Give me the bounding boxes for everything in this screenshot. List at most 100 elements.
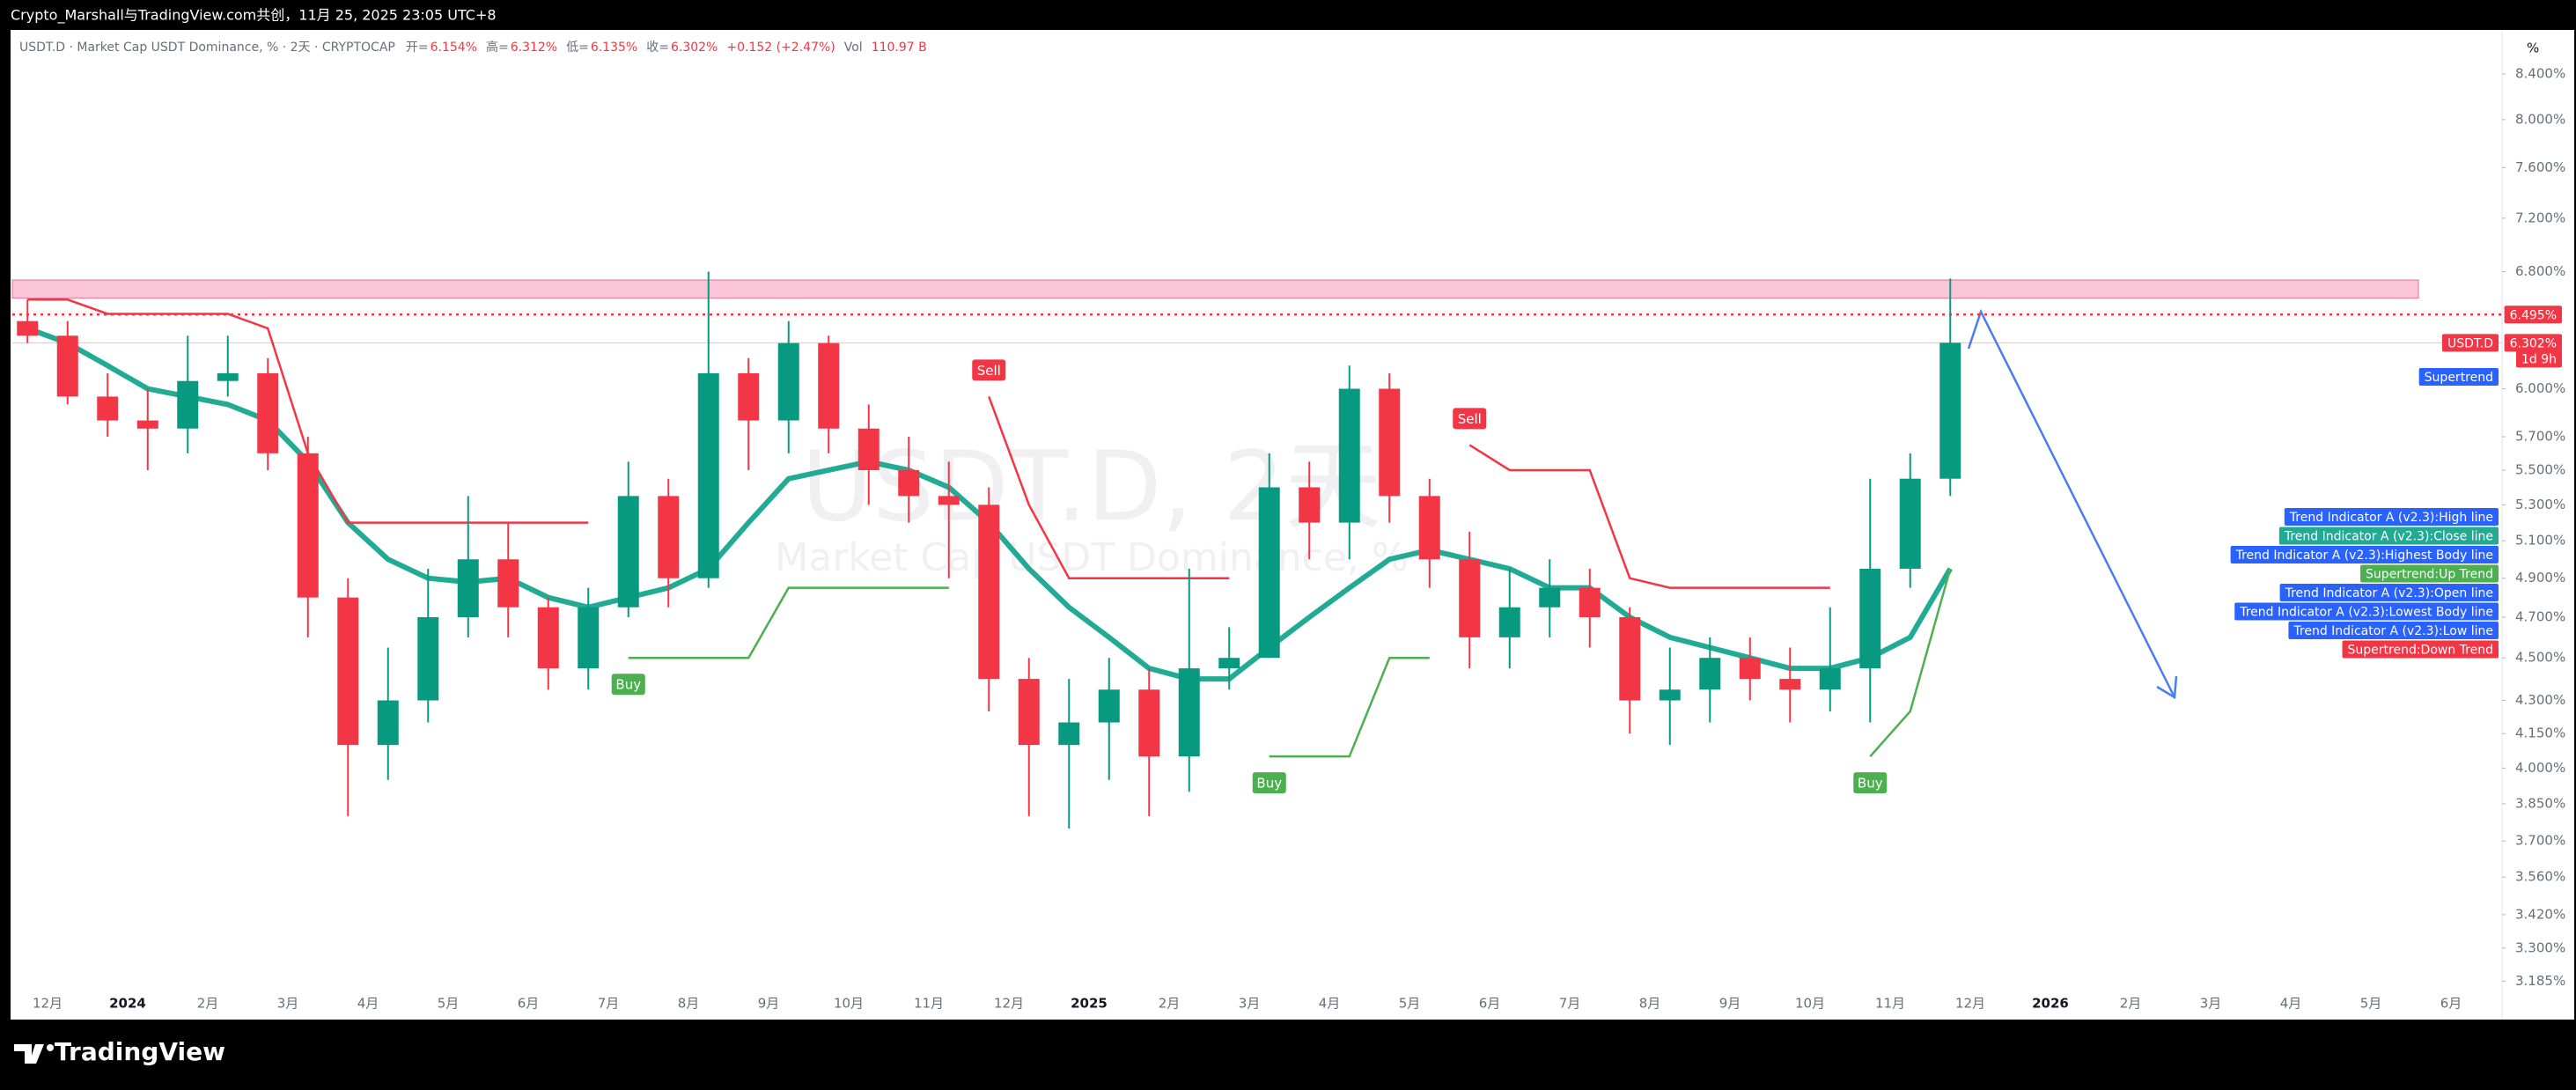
x-tick-label: 10月: [834, 996, 864, 1012]
candle-body: [1178, 668, 1200, 757]
candle-body: [1058, 722, 1080, 746]
logo: [14, 1044, 54, 1064]
candle-body: [1739, 658, 1761, 680]
signal-label: Sell: [1458, 411, 1482, 427]
ohlc-item: Vol: [844, 41, 863, 55]
candle-body: [1338, 388, 1360, 523]
y-tick-label: 8.000%: [2515, 111, 2565, 127]
ohlc-item: 110.97 B: [872, 41, 927, 55]
ohlc-item: +0.152 (+2.47%): [726, 41, 835, 55]
series-line: [628, 568, 1952, 758]
candle-body: [56, 335, 78, 397]
y-tick-label: 4.700%: [2515, 609, 2565, 625]
symbol-tag: USDT.D: [2447, 336, 2493, 350]
legend-entry-bg: [2284, 508, 2499, 526]
ohlc-item: 收=: [646, 41, 669, 55]
legend-entry-bg: [2234, 602, 2499, 621]
axis-unit: %: [2527, 41, 2539, 56]
signal-label: Buy: [1858, 776, 1883, 792]
legend-entry: Trend Indicator A (v2.3):High line: [2289, 511, 2493, 525]
legend-entry: Trend Indicator A (v2.3):Open line: [2285, 586, 2493, 600]
candle-body: [978, 504, 1000, 680]
resistance-zone: [11, 279, 2419, 299]
legend-entry-bg: [2288, 622, 2499, 639]
last-price-tag: 6.302%: [2510, 336, 2557, 350]
caption: Crypto_Marshall与TradingView.com共创，11月 25…: [11, 7, 497, 25]
ohlc-item: 6.302%: [671, 41, 718, 55]
candle-body: [377, 700, 399, 746]
candle-body: [1218, 658, 1240, 669]
x-tick-label: 11月: [914, 996, 944, 1012]
y-tick-label: 3.420%: [2515, 906, 2565, 922]
candle-body: [457, 559, 479, 618]
resistance-tag: 6.495%: [2510, 308, 2557, 322]
candle-body: [578, 607, 600, 669]
x-tick-label: 2025: [1071, 996, 1108, 1012]
projection-arrow: [1967, 308, 2178, 700]
candle-body: [1539, 587, 1561, 608]
ohlc-item: 开=: [406, 41, 429, 55]
x-tick-label: 6月: [1479, 996, 1501, 1012]
x-tick-label: 4月: [2280, 996, 2302, 1012]
symbol-line: USDT.D · Market Cap USDT Dominance, % · …: [19, 41, 395, 55]
candle-body: [1699, 658, 1721, 690]
x-tick-label: 5月: [2360, 996, 2382, 1012]
candle-body: [1859, 568, 1881, 669]
candle-body: [617, 496, 639, 608]
resistance-tag-bg: [2504, 306, 2562, 324]
signal-badge: [611, 674, 645, 696]
candle-body: [697, 372, 719, 578]
supertrend-tag-bg: [2418, 368, 2499, 386]
candle-body: [417, 617, 439, 701]
candle-body: [17, 320, 39, 336]
x-tick-label: 3月: [277, 996, 299, 1012]
legend-entry: Trend Indicator A (v2.3):Highest Body li…: [2235, 549, 2493, 563]
x-tick-label: 9月: [758, 996, 780, 1012]
legend-entry-bg: [2278, 527, 2499, 545]
countdown-tag-bg: [2515, 350, 2562, 368]
x-tick-label: 12月: [994, 996, 1024, 1012]
x-tick-label: 7月: [598, 996, 620, 1012]
signal-label: Buy: [1256, 776, 1282, 792]
candle-body: [497, 559, 519, 608]
candle-body: [136, 420, 158, 429]
candle-body: [658, 496, 680, 578]
candle-body: [738, 372, 760, 421]
y-tick-label: 3.185%: [2515, 973, 2565, 989]
x-tick-label: 7月: [1559, 996, 1581, 1012]
candle-body: [1098, 689, 1120, 723]
legend-entry-bg: [2230, 546, 2499, 563]
candle-body: [1899, 478, 1921, 569]
x-tick-label: 3月: [2200, 996, 2222, 1012]
y-tick-label: 4.300%: [2515, 692, 2565, 708]
signal-badge: [1853, 772, 1888, 794]
legend-entry-bg: [2279, 584, 2499, 601]
x-tick-label: 2024: [109, 996, 146, 1012]
x-tick-label: 2月: [2120, 996, 2142, 1012]
y-tick-label: 5.100%: [2515, 533, 2565, 549]
symbol-tag-bg: [2441, 334, 2499, 352]
candle-body: [938, 496, 960, 505]
x-tick-label: 6月: [518, 996, 540, 1012]
x-tick-label: 5月: [1399, 996, 1421, 1012]
candle-body: [1498, 607, 1520, 637]
watermark: USDT.D, 2天: [802, 430, 1382, 542]
x-tick-label: 5月: [438, 996, 460, 1012]
y-tick-label: 7.600%: [2515, 159, 2565, 175]
ohlc-item: 低=: [566, 41, 589, 55]
y-tick-label: 5.700%: [2515, 429, 2565, 445]
y-tick-label: 3.700%: [2515, 833, 2565, 849]
signal-badge: [1252, 772, 1286, 794]
candle-body: [898, 469, 920, 497]
candle-body: [1579, 587, 1601, 618]
candle-body: [1459, 559, 1481, 637]
y-tick-label: 3.850%: [2515, 795, 2565, 811]
y-tick-label: 4.000%: [2515, 760, 2565, 776]
candle-body: [857, 428, 880, 470]
y-tick-label: 4.500%: [2515, 650, 2565, 666]
supertrend-tag: Supertrend: [2425, 371, 2493, 385]
candle-body: [1299, 487, 1321, 523]
x-tick-label: 8月: [678, 996, 700, 1012]
candle-body: [1018, 679, 1040, 746]
